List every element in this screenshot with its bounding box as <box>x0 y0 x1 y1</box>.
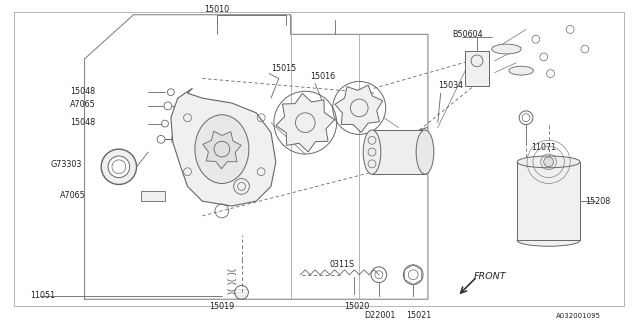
Text: 15034: 15034 <box>438 81 463 90</box>
Ellipse shape <box>517 156 580 168</box>
Ellipse shape <box>517 235 580 246</box>
Circle shape <box>108 156 130 178</box>
FancyBboxPatch shape <box>517 162 580 240</box>
Ellipse shape <box>363 130 381 174</box>
Text: FRONT: FRONT <box>474 272 506 281</box>
Polygon shape <box>335 85 383 132</box>
Text: 15048: 15048 <box>70 87 95 96</box>
Text: 15048: 15048 <box>70 118 95 127</box>
Text: 15020: 15020 <box>344 302 370 311</box>
Text: A7065: A7065 <box>60 191 86 200</box>
Text: 15019: 15019 <box>209 302 234 311</box>
Text: 15208: 15208 <box>585 196 610 206</box>
Text: A7065: A7065 <box>70 100 95 109</box>
FancyBboxPatch shape <box>465 51 489 86</box>
Text: 0311S: 0311S <box>330 260 355 269</box>
Text: A032001095: A032001095 <box>556 313 600 319</box>
Ellipse shape <box>416 130 434 174</box>
Text: 15021: 15021 <box>406 311 431 320</box>
FancyBboxPatch shape <box>141 191 165 201</box>
Text: 15010: 15010 <box>204 5 230 14</box>
Text: 11051: 11051 <box>31 291 56 300</box>
Ellipse shape <box>492 44 521 54</box>
Polygon shape <box>171 88 276 206</box>
Ellipse shape <box>195 115 249 183</box>
Text: 15016: 15016 <box>310 72 335 81</box>
Ellipse shape <box>509 66 533 75</box>
Text: B50604: B50604 <box>452 30 483 39</box>
Circle shape <box>101 149 136 184</box>
Polygon shape <box>276 93 335 152</box>
Circle shape <box>544 157 554 167</box>
Text: 15015: 15015 <box>271 64 296 73</box>
Text: G73303: G73303 <box>50 160 81 169</box>
FancyBboxPatch shape <box>372 130 426 174</box>
Polygon shape <box>203 131 241 169</box>
Text: 11071: 11071 <box>531 143 556 152</box>
Text: D22001: D22001 <box>364 311 396 320</box>
